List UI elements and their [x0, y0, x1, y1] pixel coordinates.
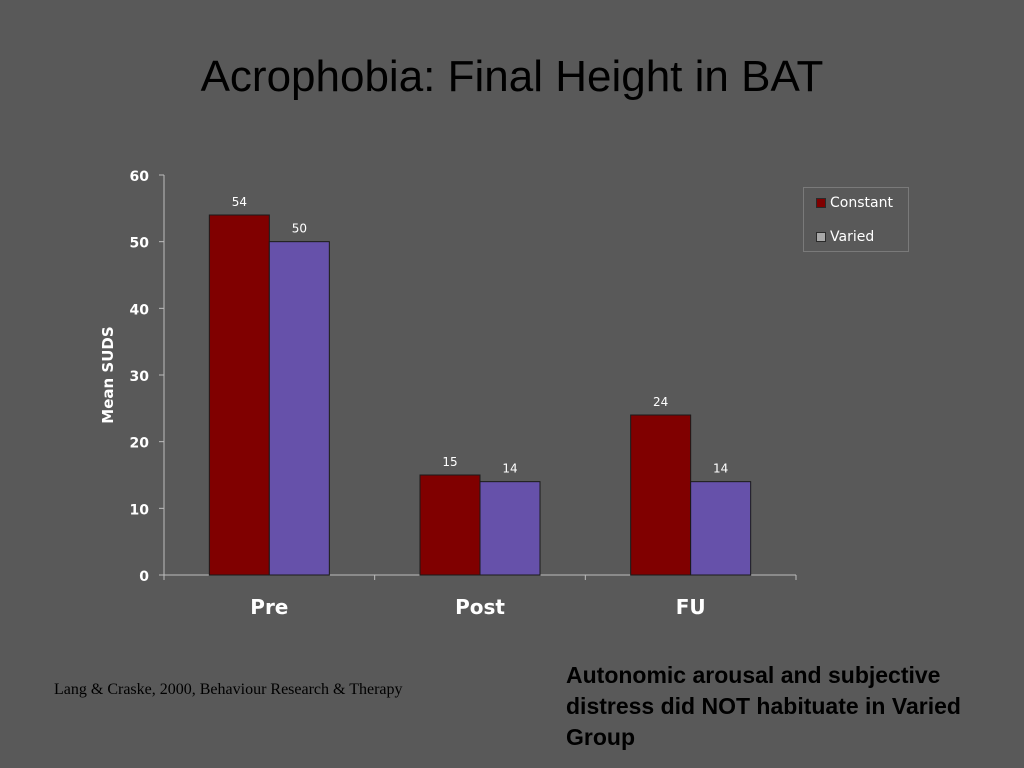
- legend-label-constant: Constant: [830, 195, 893, 211]
- y-tick-label: 30: [130, 369, 150, 385]
- slide-title: Acrophobia: Final Height in BAT: [200, 52, 824, 101]
- y-tick-label: 40: [130, 302, 150, 318]
- y-tick-label: 20: [130, 436, 150, 452]
- y-tick-label: 60: [130, 169, 150, 185]
- bar-varied-fu: [690, 481, 752, 576]
- data-label: 24: [653, 395, 668, 409]
- bar-constant-pre: [208, 214, 270, 576]
- legend-swatch-constant: [816, 198, 826, 208]
- bar-varied-pre: [268, 241, 330, 576]
- data-label: 14: [713, 462, 728, 476]
- legend-item-constant: Constant: [816, 193, 893, 213]
- bar-constant-post: [419, 474, 481, 576]
- legend-swatch-varied: [816, 232, 826, 242]
- category-label: Post: [455, 595, 505, 619]
- data-label: 14: [502, 462, 517, 476]
- conclusion-note: Autonomic arousal and subjective distres…: [566, 662, 961, 750]
- y-tick-label: 0: [139, 569, 149, 585]
- citation-text: Lang & Craske, 2000, Behaviour Research …: [54, 681, 403, 698]
- data-label: 50: [292, 222, 307, 236]
- y-axis-title: Mean SUDS: [99, 326, 117, 423]
- data-label: 54: [232, 195, 247, 209]
- chart-legend: Constant Varied: [803, 187, 909, 252]
- bar-constant-fu: [630, 414, 692, 576]
- category-label: Pre: [250, 595, 288, 619]
- bar-varied-post: [479, 481, 541, 576]
- legend-label-varied: Varied: [830, 229, 875, 245]
- legend-item-varied: Varied: [816, 227, 874, 247]
- data-label: 15: [442, 455, 457, 469]
- category-label: FU: [676, 595, 706, 619]
- y-tick-label: 50: [130, 236, 150, 252]
- y-tick-label: 10: [130, 502, 150, 518]
